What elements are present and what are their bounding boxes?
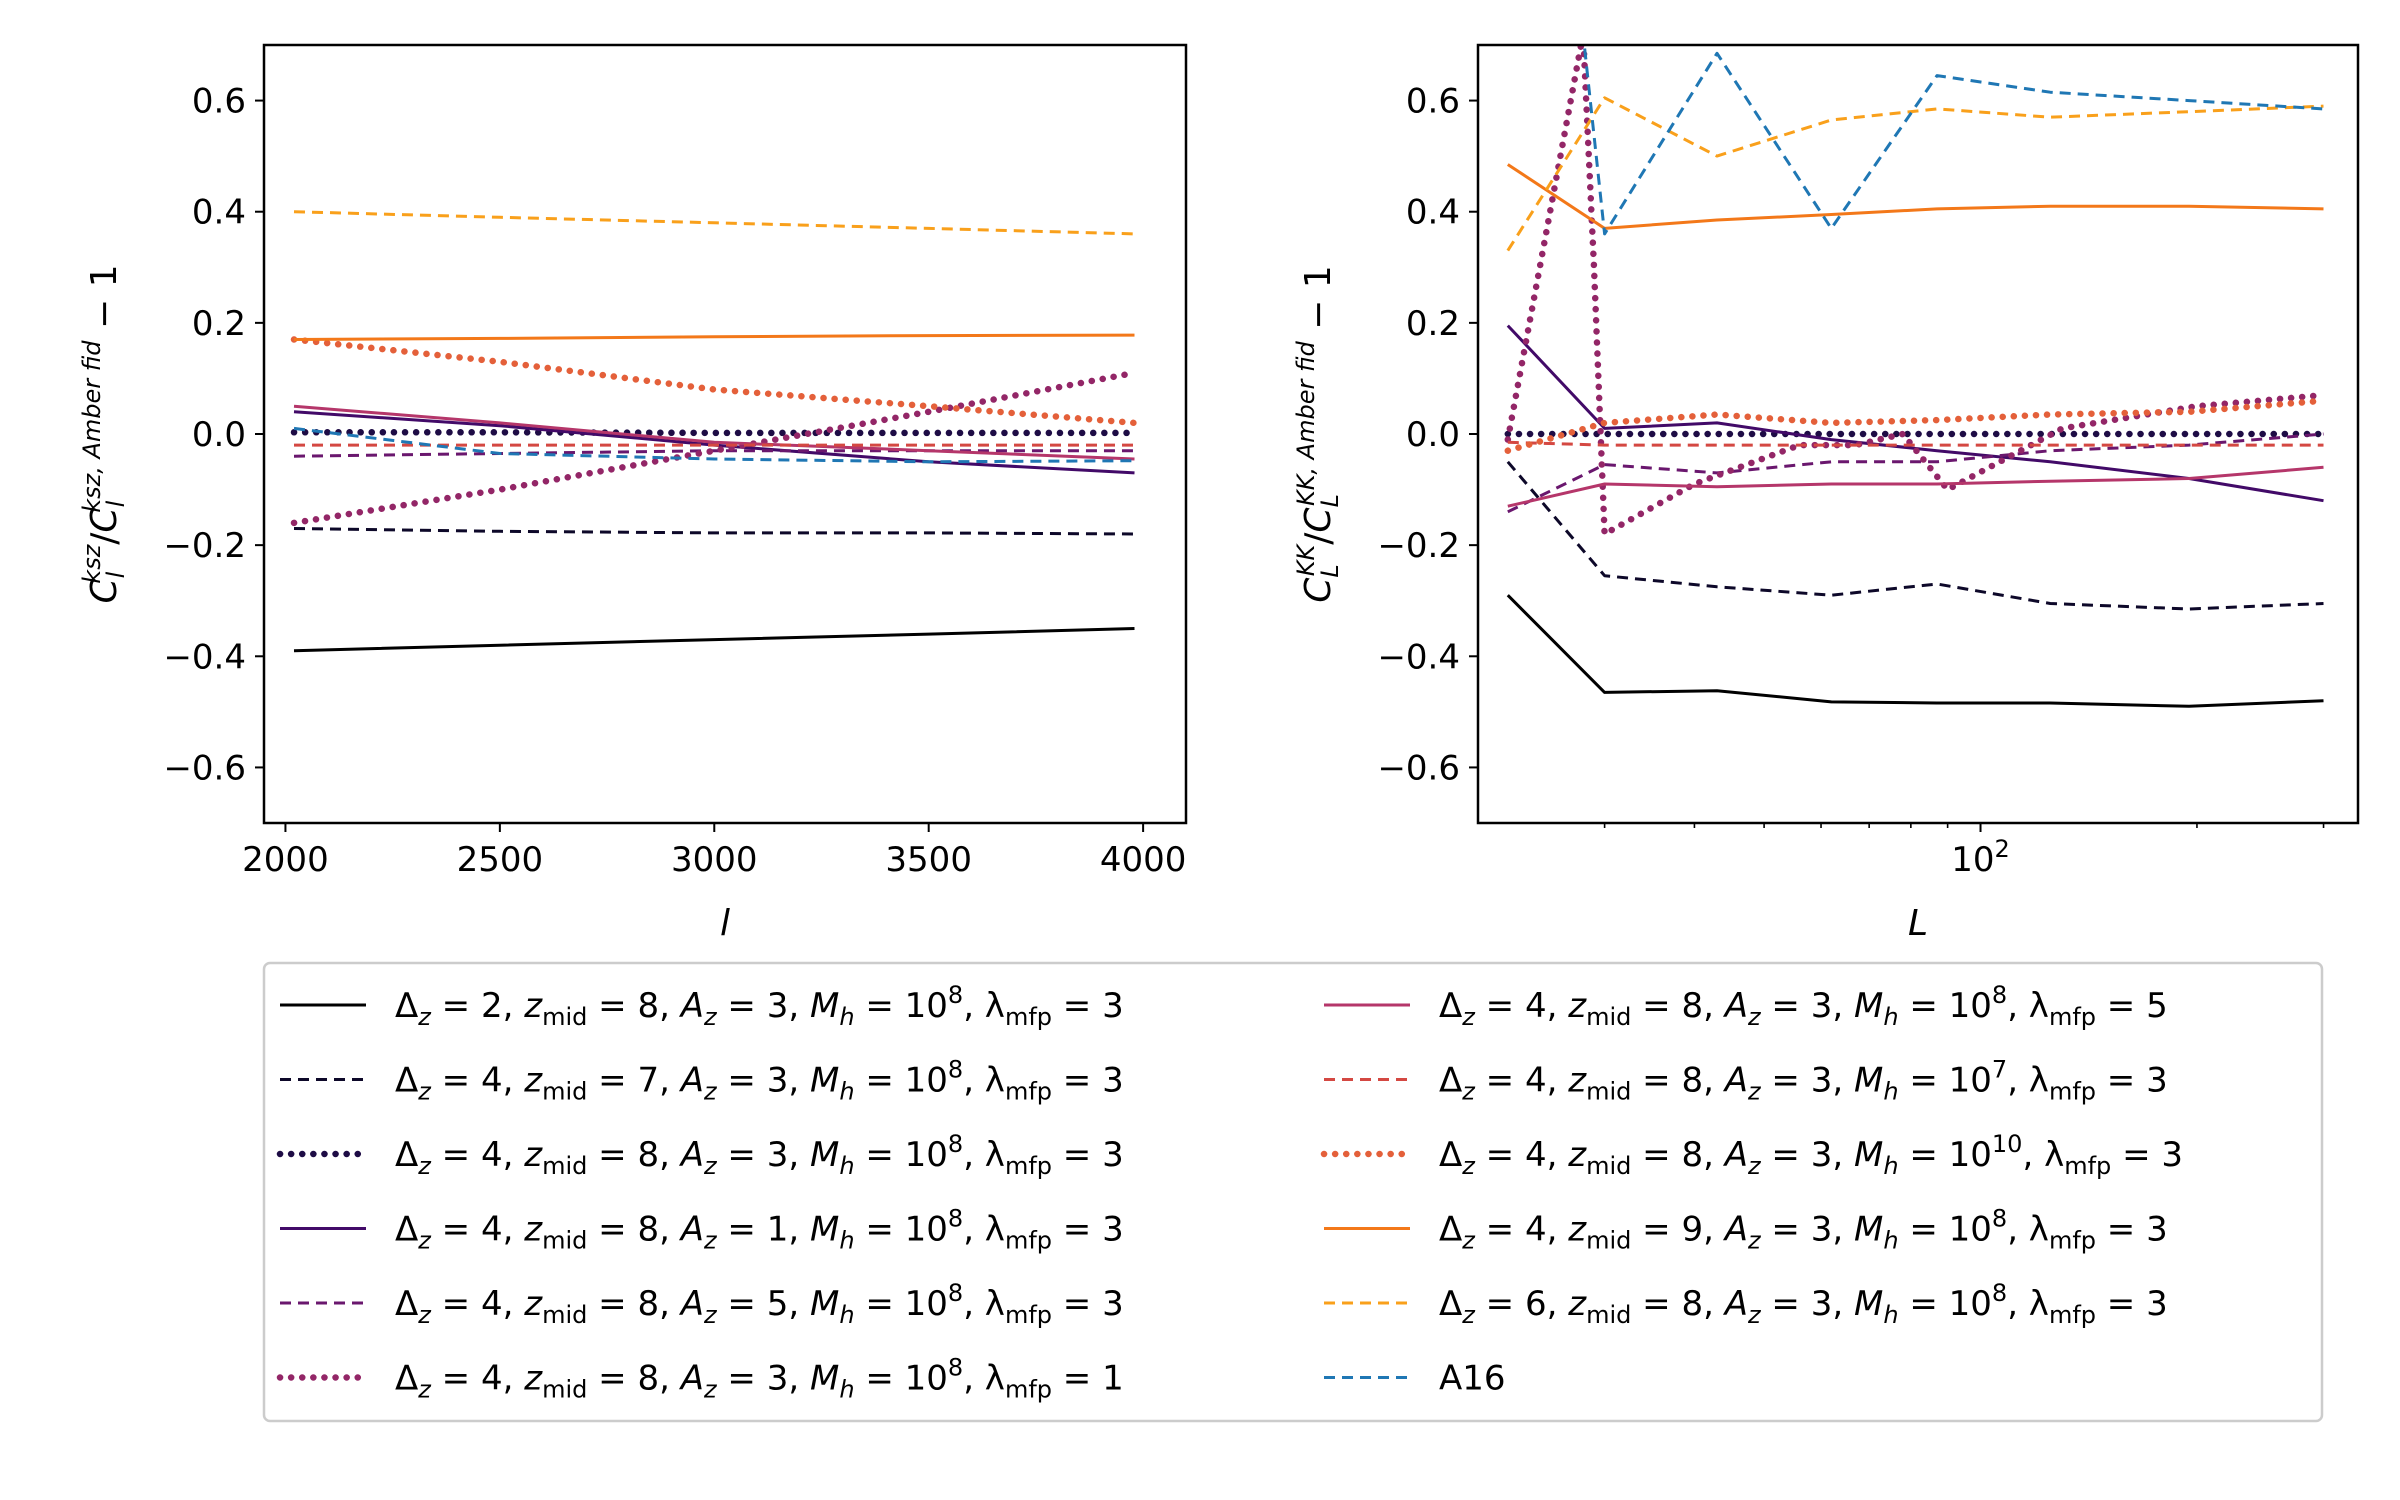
- y-axis-label: Clksz/Clksz, Amber fid − 1: [78, 264, 130, 603]
- kk-ratio-panel: −0.6 −0.4 −0.2 0.0 0.2 0.4 0.6 102 L CLKK/CLKK, A…: [1292, 43, 2360, 944]
- legend-entry-s2: Δz = 4, zmid = 7, Az = 3, Mh = 108, λmfp…: [280, 1056, 1124, 1106]
- legend-entry-s8: Δz = 4, zmid = 8, Az = 3, Mh = 107, λmfp…: [1324, 1056, 2168, 1106]
- x-tick-label: 4000: [1100, 840, 1187, 880]
- series-line-s10: [1506, 163, 2324, 230]
- legend-label: Δz = 4, zmid = 8, Az = 1, Mh = 108, λmfp…: [395, 1205, 1124, 1255]
- series-line-s2: [293, 527, 1135, 536]
- legend-label: Δz = 4, zmid = 9, Az = 3, Mh = 108, λmfp…: [1439, 1205, 2168, 1255]
- x-tick-label: 2500: [457, 840, 544, 880]
- legend-label: Δz = 4, zmid = 8, Az = 3, Mh = 108, λmfp…: [395, 1130, 1124, 1180]
- series-line-s3: [290, 429, 1138, 437]
- legend-label: A16: [1439, 1359, 1506, 1399]
- series-line-s5: [293, 449, 1135, 458]
- legend-entry-s4: Δz = 4, zmid = 8, Az = 1, Mh = 108, λmfp…: [280, 1205, 1124, 1255]
- legend-entry-s5: Δz = 4, zmid = 8, Az = 5, Mh = 108, λmfp…: [280, 1279, 1124, 1329]
- x-axis-label: l: [720, 903, 730, 944]
- legend-label: Δz = 4, zmid = 7, Az = 3, Mh = 108, λmfp…: [395, 1056, 1124, 1106]
- y-tick-label: −0.4: [163, 637, 246, 677]
- y-tick-label: 0.2: [192, 304, 246, 344]
- legend-label: Δz = 4, zmid = 8, Az = 5, Mh = 108, λmfp…: [395, 1279, 1124, 1329]
- series-line-s1: [293, 627, 1135, 653]
- legend-entry-s10: Δz = 4, zmid = 9, Az = 3, Mh = 108, λmfp…: [1324, 1205, 2168, 1255]
- legend-label: Δz = 4, zmid = 8, Az = 3, Mh = 108, λmfp…: [395, 1354, 1124, 1404]
- legend-entry-s7: Δz = 4, zmid = 8, Az = 3, Mh = 108, λmfp…: [1324, 981, 2168, 1031]
- series-line-s6: [1504, 45, 2327, 538]
- legend-entry-s12: A16: [1324, 1359, 1506, 1399]
- x-axis-label: L: [1908, 903, 1928, 944]
- y-tick-label: −0.6: [163, 748, 246, 788]
- y-tick-label: 0.0: [1406, 415, 1460, 455]
- y-tick-label: 0.6: [192, 82, 246, 122]
- legend-box: [262, 961, 2324, 1423]
- y-tick-label: 0.6: [1406, 82, 1460, 122]
- series-line-s4: [1506, 324, 2324, 503]
- series-line-s9: [290, 336, 1138, 427]
- legend-entry-s11: Δz = 6, zmid = 8, Az = 3, Mh = 108, λmfp…: [1324, 1279, 2168, 1329]
- legend: Δz = 2, zmid = 8, Az = 3, Mh = 108, λmfp…: [262, 961, 2324, 1423]
- series-line-s8: [1507, 440, 2324, 447]
- series-group: [1504, 45, 2327, 708]
- y-tick-label: 0.2: [1406, 304, 1460, 344]
- y-tick-label: −0.2: [1377, 526, 1460, 566]
- series-line-s7: [293, 404, 1135, 461]
- legend-entry-s9: Δz = 4, zmid = 8, Az = 3, Mh = 1010, λmf…: [1320, 1130, 2183, 1180]
- x-tick-label: 3500: [885, 840, 972, 880]
- series-line-s10: [293, 333, 1135, 341]
- x-tick-label: 3000: [671, 840, 758, 880]
- y-tick-label: −0.2: [163, 526, 246, 566]
- x-tick-label: 102: [1951, 835, 2010, 880]
- series-line-s1: [1506, 594, 2324, 708]
- series-group: [290, 210, 1138, 653]
- legend-label: Δz = 4, zmid = 8, Az = 3, Mh = 1010, λmf…: [1439, 1130, 2183, 1180]
- legend-entry-s1: Δz = 2, zmid = 8, Az = 3, Mh = 108, λmfp…: [280, 981, 1124, 1031]
- y-tick-label: −0.6: [1377, 748, 1460, 788]
- x-tick-label: 2000: [242, 840, 329, 880]
- y-axis-label: CLKK/CLKK, Amber fid − 1: [1292, 265, 1344, 602]
- legend-label: Δz = 2, zmid = 8, Az = 3, Mh = 108, λmfp…: [395, 981, 1124, 1031]
- series-line-s7: [1507, 465, 2324, 508]
- legend-entry-s3: Δz = 4, zmid = 8, Az = 3, Mh = 108, λmfp…: [276, 1130, 1124, 1180]
- ksz-ratio-panel: −0.6 −0.4 −0.2 0.0 0.2 0.4 0.6 2000 2500 3000 3500…: [78, 43, 1188, 944]
- y-tick-label: 0.4: [1406, 193, 1460, 233]
- legend-label: Δz = 4, zmid = 8, Az = 3, Mh = 107, λmfp…: [1439, 1056, 2168, 1106]
- series-line-s11: [293, 210, 1135, 236]
- legend-entry-s6: Δz = 4, zmid = 8, Az = 3, Mh = 108, λmfp…: [276, 1354, 1124, 1404]
- legend-label: Δz = 6, zmid = 8, Az = 3, Mh = 108, λmfp…: [1439, 1279, 2168, 1329]
- y-tick-label: −0.4: [1377, 637, 1460, 677]
- series-line-s12: [293, 426, 1135, 464]
- series-line-s11: [1506, 96, 2324, 252]
- series-line-s9: [1504, 397, 2327, 454]
- series-line-s6: [290, 369, 1138, 527]
- series-line-s12: [1582, 45, 2324, 236]
- series-line-s2: [1506, 460, 2324, 611]
- y-tick-label: 0.4: [192, 193, 246, 233]
- y-tick-label: 0.0: [192, 415, 246, 455]
- legend-label: Δz = 4, zmid = 8, Az = 3, Mh = 108, λmfp…: [1439, 981, 2168, 1031]
